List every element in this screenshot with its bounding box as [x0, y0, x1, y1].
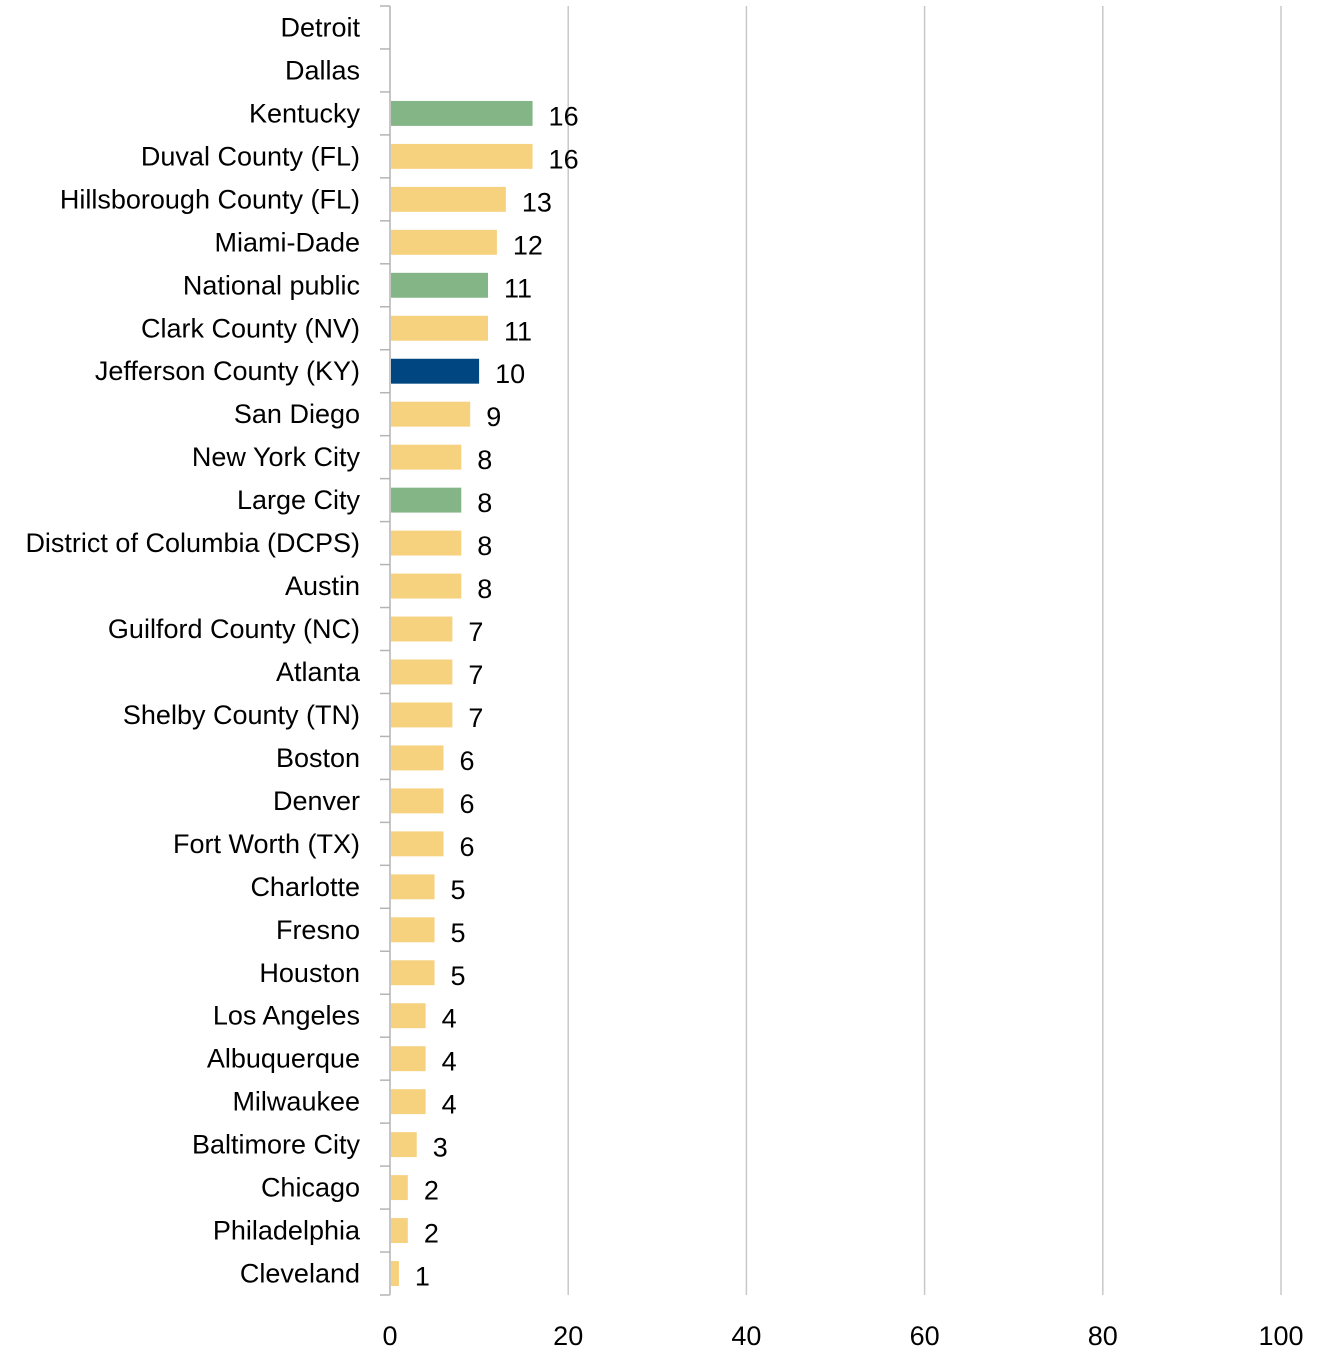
x-tick-label-0: 0 [382, 1321, 397, 1351]
category-label-hillsborough-county-fl: Hillsborough County (FL) [60, 184, 360, 214]
bar-houston [391, 960, 435, 986]
value-label-hillsborough-county-fl: 13 [522, 187, 552, 217]
category-label-duval-county-fl: Duval County (FL) [141, 141, 360, 171]
value-label-national-public: 11 [504, 273, 532, 303]
value-label-baltimore-city: 3 [433, 1133, 448, 1163]
y-axis [380, 5, 391, 1296]
category-label-baltimore-city: Baltimore City [192, 1130, 361, 1160]
category-label-fresno: Fresno [276, 915, 360, 945]
bar-chicago [391, 1175, 408, 1201]
category-label-district-of-columbia-dcps: District of Columbia (DCPS) [25, 528, 360, 558]
value-label-jefferson-county-ky: 10 [495, 359, 525, 389]
value-label-charlotte: 5 [451, 875, 466, 905]
value-label-cleveland: 1 [415, 1262, 430, 1292]
value-label-atlanta: 7 [468, 660, 483, 690]
category-label-kentucky: Kentucky [249, 98, 361, 128]
value-label-fresno: 5 [451, 918, 466, 948]
x-tick-label-100: 100 [1258, 1321, 1303, 1351]
value-label-guilford-county-nc: 7 [468, 617, 483, 647]
category-label-atlanta: Atlanta [276, 657, 361, 687]
x-tick-label-80: 80 [1088, 1321, 1118, 1351]
x-tick-label-60: 60 [910, 1321, 940, 1351]
category-label-clark-county-nv: Clark County (NV) [141, 313, 360, 343]
value-label-large-city: 8 [477, 488, 492, 518]
value-label-albuquerque: 4 [442, 1047, 457, 1077]
bar-guilford-county-nc [391, 616, 453, 642]
bar-boston [391, 745, 444, 771]
category-labels: Detroit Dallas Kentucky Duval County (FL) Hi… [25, 12, 361, 1288]
bar-atlanta [391, 659, 453, 685]
bar-charlotte [391, 874, 435, 900]
value-label-chicago: 2 [424, 1176, 439, 1206]
category-label-austin: Austin [285, 571, 360, 601]
category-label-cleveland: Cleveland [240, 1259, 360, 1289]
value-labels: 16 16 13 12 11 11 10 9 8 8 8 8 7 7 7 6 6 6 5 5 5 4 4 4 3 2 2 1 [415, 101, 579, 1291]
category-label-miami-dade: Miami-Dade [214, 227, 360, 257]
category-label-chicago: Chicago [261, 1173, 360, 1203]
value-label-fort-worth-tx: 6 [459, 832, 474, 862]
bar-albuquerque [391, 1046, 426, 1072]
x-axis-tick-labels: 0 20 40 60 80 100 [382, 1321, 1303, 1351]
bar-hillsborough-county-fl [391, 186, 506, 212]
value-label-milwaukee: 4 [442, 1090, 457, 1120]
category-label-jefferson-county-ky: Jefferson County (KY) [95, 356, 360, 386]
category-label-new-york-city: New York City [192, 442, 361, 472]
category-label-denver: Denver [273, 786, 360, 816]
value-label-los-angeles: 4 [442, 1004, 457, 1034]
x-tick-label-40: 40 [731, 1321, 761, 1351]
bars [391, 100, 533, 1286]
bar-fresno [391, 917, 435, 943]
bar-national-public [391, 272, 489, 298]
category-label-boston: Boston [276, 743, 360, 773]
value-label-duval-county-fl: 16 [549, 144, 579, 174]
bar-large-city [391, 487, 462, 513]
value-label-miami-dade: 12 [513, 230, 543, 260]
value-label-houston: 5 [451, 961, 466, 991]
x-tick-label-20: 20 [553, 1321, 583, 1351]
value-label-austin: 8 [477, 574, 492, 604]
category-label-philadelphia: Philadelphia [213, 1216, 361, 1246]
value-label-boston: 6 [459, 746, 474, 776]
value-label-shelby-county-tn: 7 [468, 703, 483, 733]
category-label-shelby-county-tn: Shelby County (TN) [123, 700, 360, 730]
bar-kentucky [391, 100, 533, 126]
bar-district-of-columbia-dcps [391, 530, 462, 556]
bar-los-angeles [391, 1003, 426, 1029]
bar-philadelphia [391, 1218, 408, 1244]
category-label-los-angeles: Los Angeles [213, 1001, 360, 1031]
bar-fort-worth-tx [391, 831, 444, 857]
bar-jefferson-county-ky [391, 358, 480, 384]
value-label-kentucky: 16 [549, 101, 579, 131]
value-label-philadelphia: 2 [424, 1219, 439, 1249]
value-label-clark-county-nv: 11 [504, 316, 532, 346]
bar-new-york-city [391, 444, 462, 470]
category-label-houston: Houston [259, 958, 360, 988]
bar-austin [391, 573, 462, 599]
category-label-san-diego: San Diego [234, 399, 360, 429]
bar-clark-county-nv [391, 315, 489, 341]
category-label-large-city: Large City [237, 485, 361, 515]
category-label-guilford-county-nc: Guilford County (NC) [108, 614, 360, 644]
bar-milwaukee [391, 1089, 426, 1115]
bar-denver [391, 788, 444, 814]
category-label-dallas: Dallas [285, 55, 360, 85]
category-label-fort-worth-tx: Fort Worth (TX) [173, 829, 360, 859]
category-label-albuquerque: Albuquerque [207, 1044, 360, 1074]
category-label-detroit: Detroit [280, 12, 360, 42]
value-label-new-york-city: 8 [477, 445, 492, 475]
value-label-san-diego: 9 [486, 402, 501, 432]
category-label-milwaukee: Milwaukee [232, 1087, 360, 1117]
bar-san-diego [391, 401, 471, 427]
value-label-denver: 6 [459, 789, 474, 819]
bar-baltimore-city [391, 1132, 417, 1158]
bar-miami-dade [391, 229, 497, 255]
category-label-charlotte: Charlotte [250, 872, 360, 902]
bar-cleveland [391, 1261, 399, 1286]
gridlines [567, 6, 1282, 1295]
category-label-national-public: National public [183, 270, 360, 300]
bar-shelby-county-tn [391, 702, 453, 728]
value-label-district-of-columbia-dcps: 8 [477, 531, 492, 561]
bar-duval-county-fl [391, 143, 533, 169]
